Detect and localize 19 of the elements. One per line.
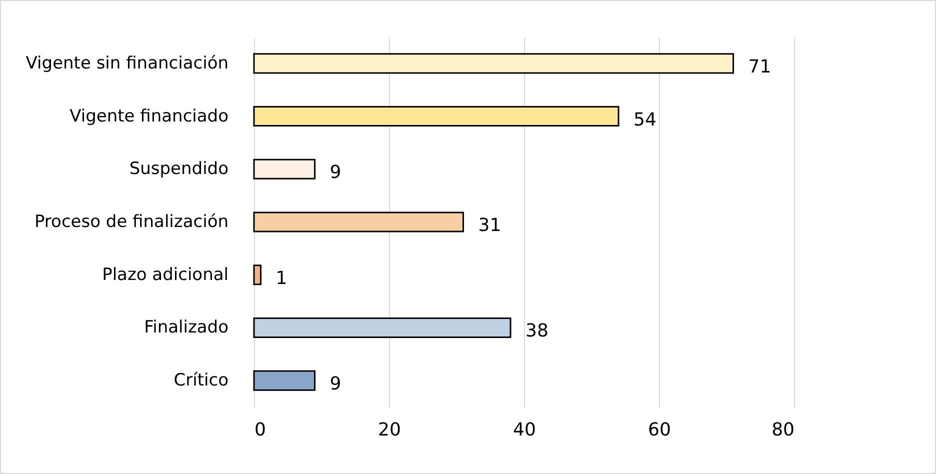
x-tick-label: 20 xyxy=(378,420,401,440)
x-tick-label: 40 xyxy=(513,420,536,440)
data-label: 38 xyxy=(526,320,548,342)
data-label: 9 xyxy=(330,162,342,184)
y-tick-label: Vigente financiado xyxy=(70,106,228,126)
y-tick-label: Crítico xyxy=(174,370,228,391)
y-tick-label: Suspendido xyxy=(129,159,228,180)
data-label: 54 xyxy=(634,109,656,130)
x-tick-label: 60 xyxy=(648,420,671,440)
x-tick-label: 80 xyxy=(772,420,794,440)
y-tick-label: Finalizado xyxy=(144,318,228,338)
data-label: 31 xyxy=(478,215,502,236)
data-label: 1 xyxy=(276,268,288,289)
y-tick-label: Proceso de finalización xyxy=(34,212,228,232)
data-label: 9 xyxy=(330,374,342,395)
data-label: 71 xyxy=(748,56,772,78)
x-tick-label: 0 xyxy=(254,420,266,440)
y-tick-label: Vigente sin financiación xyxy=(26,53,228,74)
y-tick-label: Plazo adicional xyxy=(102,264,228,285)
